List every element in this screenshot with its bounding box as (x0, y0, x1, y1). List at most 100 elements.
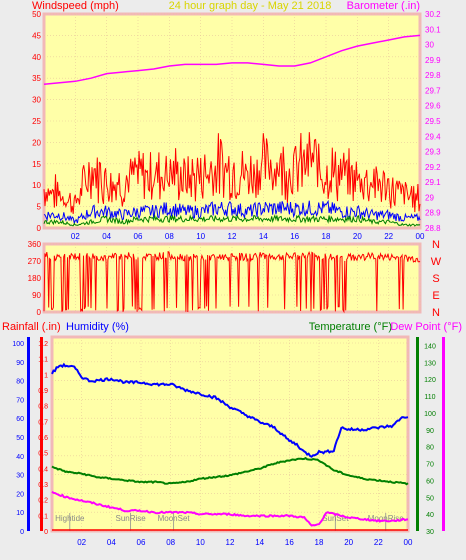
compass-label: N (432, 307, 440, 319)
annotation-label: SunRise (115, 514, 146, 523)
humidity-tick-label: 40 (16, 454, 24, 461)
tick-labels: 0510152025303540455028.828.92929.129.229… (12, 10, 445, 547)
wind-line-1 (43, 132, 421, 214)
wind-x-tick-label: 14 (259, 232, 268, 241)
humidity-tick-label: 50 (16, 435, 24, 442)
barometer-tick-label: 29.6 (425, 102, 441, 111)
direction-tick-label: 180 (28, 274, 42, 283)
barometer-tick-label: 28.9 (425, 209, 441, 218)
windspeed-tick-label: 10 (32, 181, 41, 190)
windspeed-tick-label: 40 (32, 53, 41, 62)
windspeed-tick-label: 30 (32, 96, 41, 105)
annotation-label: MoonRise (368, 514, 405, 523)
wind-line-3 (43, 213, 421, 227)
humidity-tick-label: 80 (16, 379, 24, 386)
climate-x-tick-label: 08 (166, 538, 175, 547)
humidity-tick-label: 20 (16, 491, 24, 498)
windspeed-axis-title: Windspeed (mph) (32, 0, 119, 12)
wind-x-tick-label: 20 (353, 232, 362, 241)
compass-label: E (432, 290, 439, 302)
direction-line (43, 251, 421, 314)
climate-x-tick-label: 06 (137, 538, 146, 547)
barometer-tick-label: 30.1 (425, 25, 441, 34)
rainfall-tick-label: 0.7 (38, 419, 48, 426)
barometer-tick-label: 29.5 (425, 117, 441, 126)
temperature-tick-label: 30 (426, 529, 434, 536)
barometer-tick-label: 29.4 (425, 132, 441, 141)
humidity-tick-label: 70 (16, 397, 24, 404)
rainfall-tick-label: 0.5 (38, 451, 48, 458)
direction-tick-label: 360 (28, 240, 42, 249)
climate-x-tick-label: 00 (404, 538, 413, 547)
barometer-tick-label: 30 (425, 41, 434, 50)
temperature-tick-label: 120 (424, 377, 436, 384)
dewpoint-axis-title: Dew Point (°F) (390, 321, 462, 333)
rainfall-tick-label: 1 (44, 372, 48, 379)
rainfall-tick-label: 0.2 (38, 498, 48, 505)
windspeed-tick-label: 35 (32, 74, 41, 83)
barometer-tick-label: 29.9 (425, 56, 441, 65)
temperature-tick-label: 60 (426, 478, 434, 485)
rainfall-tick-label: 0.1 (38, 513, 48, 520)
wind-x-tick-label: 12 (228, 232, 237, 241)
annotation-label: SunSet (322, 514, 349, 523)
climate-series: Hightide SunRise MoonSet SunSet MoonRise (51, 362, 409, 531)
windspeed-tick-label: 20 (32, 138, 41, 147)
temperature-tick-label: 110 (424, 394, 435, 401)
barometer-line (43, 34, 421, 86)
climate-x-tick-label: 22 (374, 538, 383, 547)
climate-line (51, 456, 409, 486)
windspeed-tick-label: 45 (32, 31, 41, 40)
rainfall-tick-label: 0.3 (38, 482, 48, 489)
barometer-tick-label: 30.2 (425, 10, 441, 19)
direction-tick-label: 90 (32, 291, 41, 300)
rainfall-axis-title: Rainfall (.in) (2, 321, 61, 333)
rainfall-axis-bar (40, 337, 43, 531)
windspeed-tick-label: 5 (37, 203, 42, 212)
rainfall-tick-label: 1.1 (38, 357, 48, 364)
direction-tick-label: 0 (37, 308, 42, 317)
wind-x-tick-label: 04 (102, 232, 111, 241)
barometer-tick-label: 29 (425, 193, 434, 202)
dewpoint-axis-bar (442, 337, 445, 531)
climate-x-tick-label: 12 (226, 538, 235, 547)
climate-x-tick-label: 10 (196, 538, 205, 547)
temperature-tick-label: 100 (424, 411, 436, 418)
barometer-tick-label: 29.2 (425, 163, 441, 172)
wind-x-tick-label: 08 (165, 232, 174, 241)
wind-series (43, 34, 421, 227)
compass-label: W (431, 256, 442, 268)
climate-x-tick-label: 02 (77, 538, 86, 547)
climate-x-tick-label: 04 (107, 538, 116, 547)
barometer-tick-label: 29.3 (425, 148, 441, 157)
temperature-tick-label: 80 (426, 445, 434, 452)
rainfall-tick-label: 1.2 (38, 341, 48, 348)
temperature-tick-label: 130 (424, 360, 436, 367)
compass-label: S (432, 273, 439, 285)
annotation-label: MoonSet (158, 514, 191, 523)
humidity-tick-label: 100 (12, 341, 24, 348)
wind-x-tick-label: 06 (134, 232, 143, 241)
humidity-tick-label: 10 (16, 510, 24, 517)
temperature-axis-title: Temperature (°F) (309, 321, 392, 333)
wind-x-tick-label: 18 (322, 232, 331, 241)
climate-x-tick-label: 14 (255, 538, 264, 547)
rainfall-tick-label: 0.6 (38, 435, 48, 442)
rainfall-tick-label: 0.4 (38, 466, 48, 473)
temperature-tick-label: 90 (426, 428, 434, 435)
windspeed-tick-label: 25 (32, 117, 41, 126)
humidity-tick-label: 90 (16, 360, 24, 367)
wind-x-tick-label: 22 (384, 232, 393, 241)
rainfall-tick-label: 0.8 (38, 404, 48, 411)
humidity-axis-title: Humidity (%) (66, 321, 129, 333)
barometer-tick-label: 29.7 (425, 86, 441, 95)
rainfall-tick-label: 0 (44, 529, 48, 536)
humidity-tick-label: 30 (16, 473, 24, 480)
temperature-tick-label: 70 (426, 462, 434, 469)
climate-x-tick-label: 18 (315, 538, 324, 547)
wind-x-tick-label: 10 (196, 232, 205, 241)
barometer-tick-label: 29.1 (425, 178, 441, 187)
climate-line (51, 362, 409, 458)
compass-label: N (432, 239, 440, 251)
climate-x-tick-label: 16 (285, 538, 294, 547)
